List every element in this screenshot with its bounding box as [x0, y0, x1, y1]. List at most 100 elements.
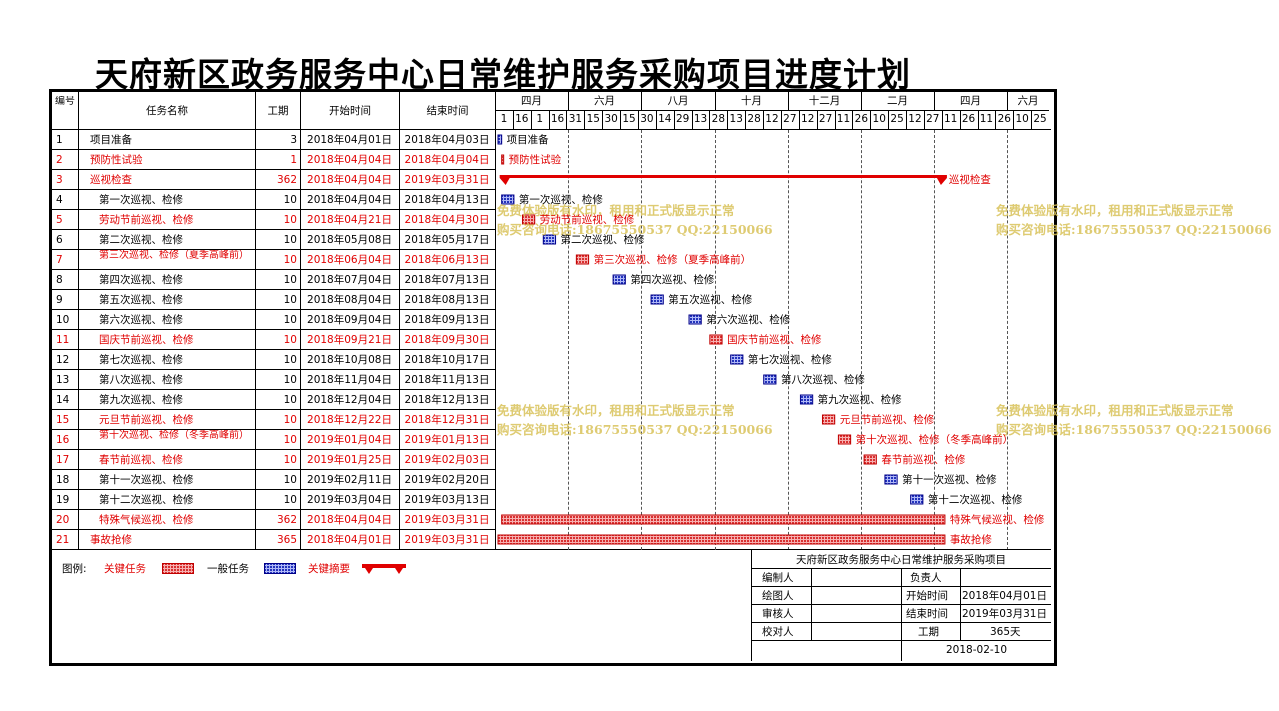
timeline-month-divider — [568, 92, 569, 110]
task-name: 第七次巡视、检修 — [99, 354, 183, 366]
task-start: 2018年04月04日 — [307, 154, 392, 166]
task-id: 14 — [56, 394, 70, 406]
timeline-day-divider — [655, 110, 657, 129]
summary-drawer-label: 绘图人 — [762, 590, 794, 602]
timeline-day: 31 — [568, 113, 583, 125]
task-duration: 10 — [283, 394, 297, 406]
task-start: 2018年08月04日 — [307, 294, 392, 306]
legend-normal-label: 一般任务 — [207, 563, 249, 575]
task-duration: 10 — [283, 214, 297, 226]
column-divider — [399, 92, 400, 550]
legend-label: 图例: — [62, 563, 87, 575]
gantt-bar-label: 第十次巡视、检修（冬季高峰前） — [855, 434, 1014, 446]
table-bottom-divider — [51, 549, 1051, 550]
timeline-day: 11 — [944, 113, 958, 125]
row-divider — [51, 249, 495, 250]
task-start: 2018年09月04日 — [307, 314, 392, 326]
month-gridline — [861, 130, 862, 550]
timeline-day: 13 — [729, 113, 743, 125]
task-name: 第六次巡视、检修 — [99, 314, 183, 326]
task-duration: 10 — [283, 294, 297, 306]
task-end: 2019年02月20日 — [404, 474, 490, 486]
timeline-day-divider — [530, 110, 532, 129]
header-num: 编号 — [55, 96, 75, 107]
task-name: 第一次巡视、检修 — [99, 194, 183, 206]
task-id: 1 — [56, 134, 63, 146]
task-id: 2 — [56, 154, 63, 166]
task-end: 2019年03月13日 — [404, 494, 490, 506]
timeline-month-divider — [934, 92, 935, 110]
task-end: 2019年03月31日 — [404, 534, 490, 546]
timeline-day: 28 — [747, 113, 761, 125]
task-start: 2018年04月01日 — [307, 534, 392, 546]
task-duration: 10 — [283, 234, 297, 246]
timeline-day-divider — [602, 110, 604, 129]
timeline-day-divider — [709, 110, 711, 129]
timeline-day: 1 — [500, 113, 508, 125]
task-end: 2018年04月30日 — [404, 214, 490, 226]
gantt-frame — [49, 89, 1057, 666]
row-divider — [51, 409, 495, 410]
task-end: 2019年01月13日 — [404, 434, 490, 446]
timeline-month: 十二月 — [808, 95, 841, 107]
row-divider — [51, 389, 495, 390]
task-name: 第四次巡视、检修 — [99, 274, 183, 286]
task-start: 2019年01月25日 — [307, 454, 392, 466]
task-id: 7 — [56, 254, 63, 266]
gantt-bar-label: 第八次巡视、检修 — [780, 374, 865, 386]
timeline-day-divider — [798, 110, 800, 129]
task-id: 16 — [56, 434, 70, 446]
timeline-day: 11 — [979, 113, 994, 125]
task-duration: 10 — [283, 194, 297, 206]
task-end: 2018年07月13日 — [404, 274, 490, 286]
task-end: 2018年12月31日 — [404, 414, 490, 426]
task-name: 特殊气候巡视、检修 — [99, 514, 194, 526]
legend-critical-swatch — [162, 563, 194, 574]
gantt-bar-label: 第十二次巡视、检修 — [927, 494, 1023, 506]
task-id: 3 — [56, 174, 63, 186]
timeline-day-divider — [727, 110, 729, 129]
timeline-month: 四月 — [960, 95, 981, 107]
summary-editor-label: 编制人 — [762, 572, 794, 584]
column-divider — [495, 92, 496, 550]
task-id: 17 — [56, 454, 70, 466]
task-duration: 1 — [290, 154, 297, 166]
gantt-bar-label: 国庆节前巡视、检修 — [727, 334, 822, 346]
timeline-day-divider — [620, 110, 622, 129]
task-duration: 10 — [283, 414, 297, 426]
timeline-day-divider — [780, 110, 782, 129]
task-id: 11 — [56, 334, 70, 346]
month-gridline — [641, 130, 642, 550]
gantt-bar-label: 第三次巡视、检修（夏季高峰前） — [593, 254, 752, 266]
timeline-day: 1 — [536, 113, 543, 125]
task-start: 2019年03月04日 — [307, 494, 392, 506]
header-name: 任务名称 — [146, 105, 188, 117]
task-end: 2018年09月30日 — [404, 334, 490, 346]
timeline-day-divider — [995, 110, 997, 129]
task-start: 2018年04月04日 — [307, 174, 392, 186]
timeline-day: 14 — [658, 113, 672, 125]
task-id: 21 — [56, 534, 70, 546]
task-duration: 10 — [283, 314, 297, 326]
timeline-month-divider — [715, 92, 716, 110]
task-duration: 10 — [283, 434, 297, 446]
gantt-bar-label: 第十一次巡视、检修 — [902, 474, 997, 486]
column-divider — [300, 92, 301, 550]
task-start: 2018年09月21日 — [307, 334, 392, 346]
row-divider — [51, 289, 495, 290]
gantt-bar-label: 第七次巡视、检修 — [747, 354, 832, 366]
task-id: 13 — [56, 374, 70, 386]
task-start: 2019年02月11日 — [307, 474, 392, 486]
gantt-bar-label: 劳动节前巡视、检修 — [539, 214, 635, 226]
task-start: 2018年04月04日 — [307, 194, 392, 206]
timeline-day: 26 — [854, 113, 869, 125]
task-duration: 362 — [276, 514, 297, 526]
watermark-text: 免费体验版有水印，租用和正式版显示正常 购买咨询电话:18675550537 QQ… — [996, 203, 1272, 237]
watermark-text: 免费体验版有水印，租用和正式版显示正常 购买咨询电话:18675550537 QQ… — [996, 403, 1272, 437]
row-divider — [51, 229, 495, 230]
task-start: 2018年06月04日 — [307, 254, 392, 266]
timeline-day-divider — [834, 110, 836, 129]
task-duration: 10 — [283, 274, 297, 286]
summary-project: 天府新区政务服务中心日常维护服务采购项目 — [796, 554, 1006, 566]
header-start: 开始时间 — [329, 105, 371, 117]
